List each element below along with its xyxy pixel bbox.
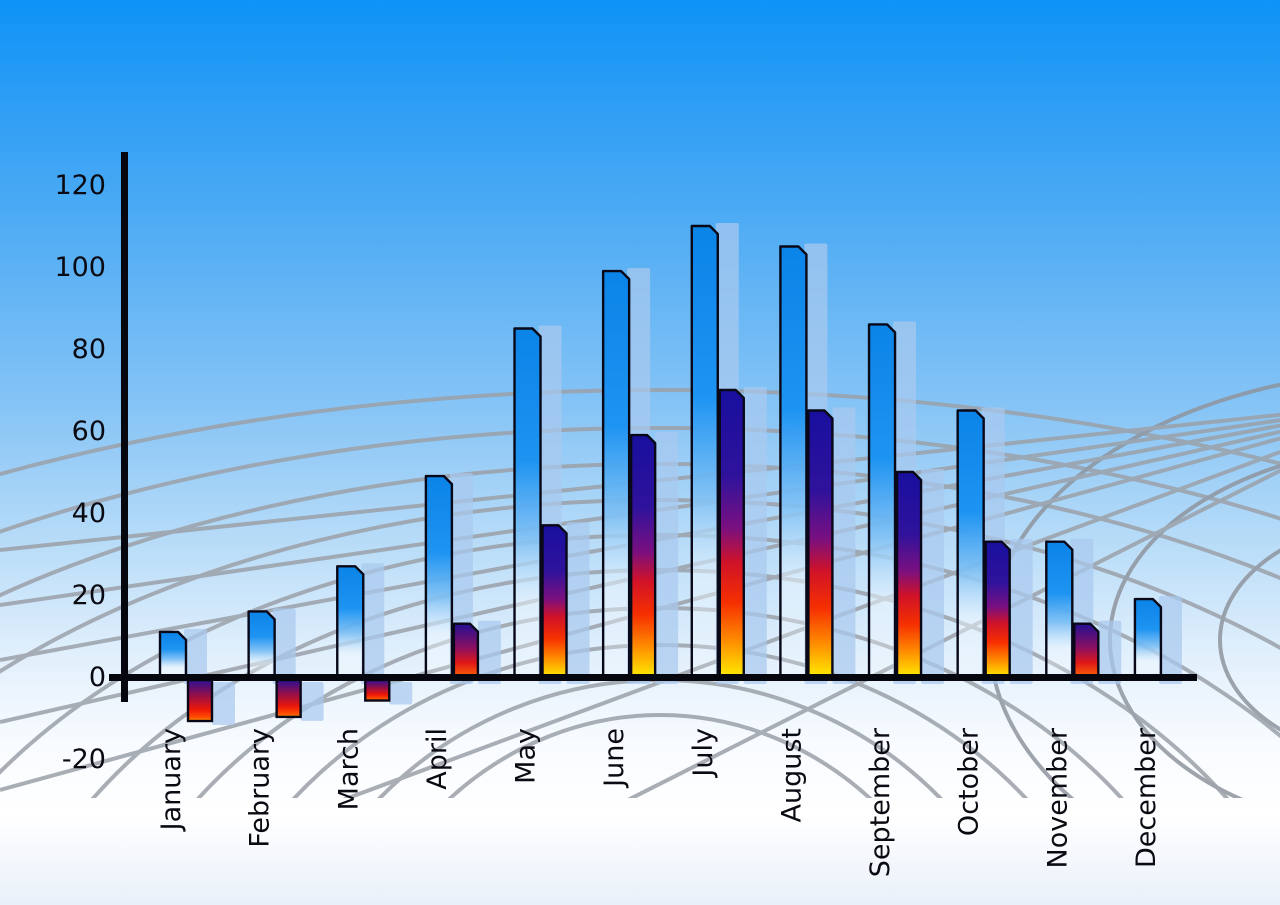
bar-series2-July <box>718 388 745 680</box>
month-label-December: December <box>1131 727 1162 868</box>
ytick-label--20: -20 <box>62 744 106 775</box>
bar-series1-November <box>1045 540 1074 680</box>
axes-group <box>109 152 1197 702</box>
bar-shadow-series1-February <box>272 608 296 684</box>
bar-shadow-series2-July <box>743 387 767 684</box>
month-label-September: September <box>865 727 896 877</box>
ytick-label-20: 20 <box>72 580 106 611</box>
bar-shadow-series2-February <box>300 682 324 721</box>
ytick-label-0: 0 <box>89 662 106 693</box>
bar-series1-March <box>336 565 365 680</box>
bar-shadow-series2-November <box>1098 620 1122 684</box>
bar-series2-June <box>629 433 657 680</box>
bar-shadow-series2-April <box>477 620 501 684</box>
month-label-April: April <box>422 728 453 790</box>
bars-group <box>158 223 1182 725</box>
bar-series1-February <box>247 610 276 680</box>
month-label-January: January <box>156 728 187 832</box>
ytick-label-40: 40 <box>72 498 106 529</box>
bar-series1-January <box>158 630 188 680</box>
bar-shadow-series2-January <box>212 682 235 725</box>
bar-shadow-series2-September <box>921 469 945 684</box>
month-label-November: November <box>1042 727 1073 868</box>
bar-series2-November <box>1073 622 1100 680</box>
labels-group: January February March April May June July Augu… <box>54 170 1161 877</box>
month-label-March: March <box>333 728 364 810</box>
month-label-February: February <box>245 728 276 848</box>
bar-series1-July <box>690 224 719 680</box>
month-label-June: June <box>599 728 630 789</box>
bar-series1-June <box>601 269 631 680</box>
bar-shadow-series2-October <box>1009 538 1033 684</box>
bar-shadow-series1-March <box>361 563 385 684</box>
bar-series1-May <box>513 327 542 680</box>
month-label-May: May <box>511 728 542 784</box>
bar-series2-March <box>364 678 391 702</box>
bar-shadow-series2-May <box>566 522 590 684</box>
bar-shadow-series1-December <box>1158 596 1182 684</box>
bar-series1-April <box>424 474 454 680</box>
y-axis-line <box>121 152 128 702</box>
month-label-July: July <box>688 728 719 779</box>
ytick-label-80: 80 <box>72 334 106 365</box>
bar-series2-February <box>275 678 302 719</box>
bar-series2-September <box>895 470 923 680</box>
month-label-August: August <box>776 728 807 823</box>
bar-series2-April <box>452 622 480 680</box>
month-label-October: October <box>954 727 985 836</box>
bar-series2-January <box>186 678 214 723</box>
bar-shadow-series2-August <box>832 407 856 684</box>
bar-series1-December <box>1133 597 1163 680</box>
x-axis-zero-line <box>109 674 1197 681</box>
bar-series2-August <box>807 409 834 680</box>
bar-shadow-series2-March <box>389 682 413 705</box>
bar-shadow-series2-June <box>655 432 679 684</box>
ytick-label-120: 120 <box>54 170 106 201</box>
bar-series2-October <box>984 540 1011 680</box>
ytick-label-100: 100 <box>54 252 106 283</box>
bar-series1-September <box>867 323 897 680</box>
bar-series1-August <box>779 245 808 680</box>
bar-series2-May <box>541 524 568 680</box>
bar-shadow-series1-January <box>184 628 207 684</box>
ytick-label-60: 60 <box>72 416 106 447</box>
bar-series1-October <box>956 409 985 680</box>
